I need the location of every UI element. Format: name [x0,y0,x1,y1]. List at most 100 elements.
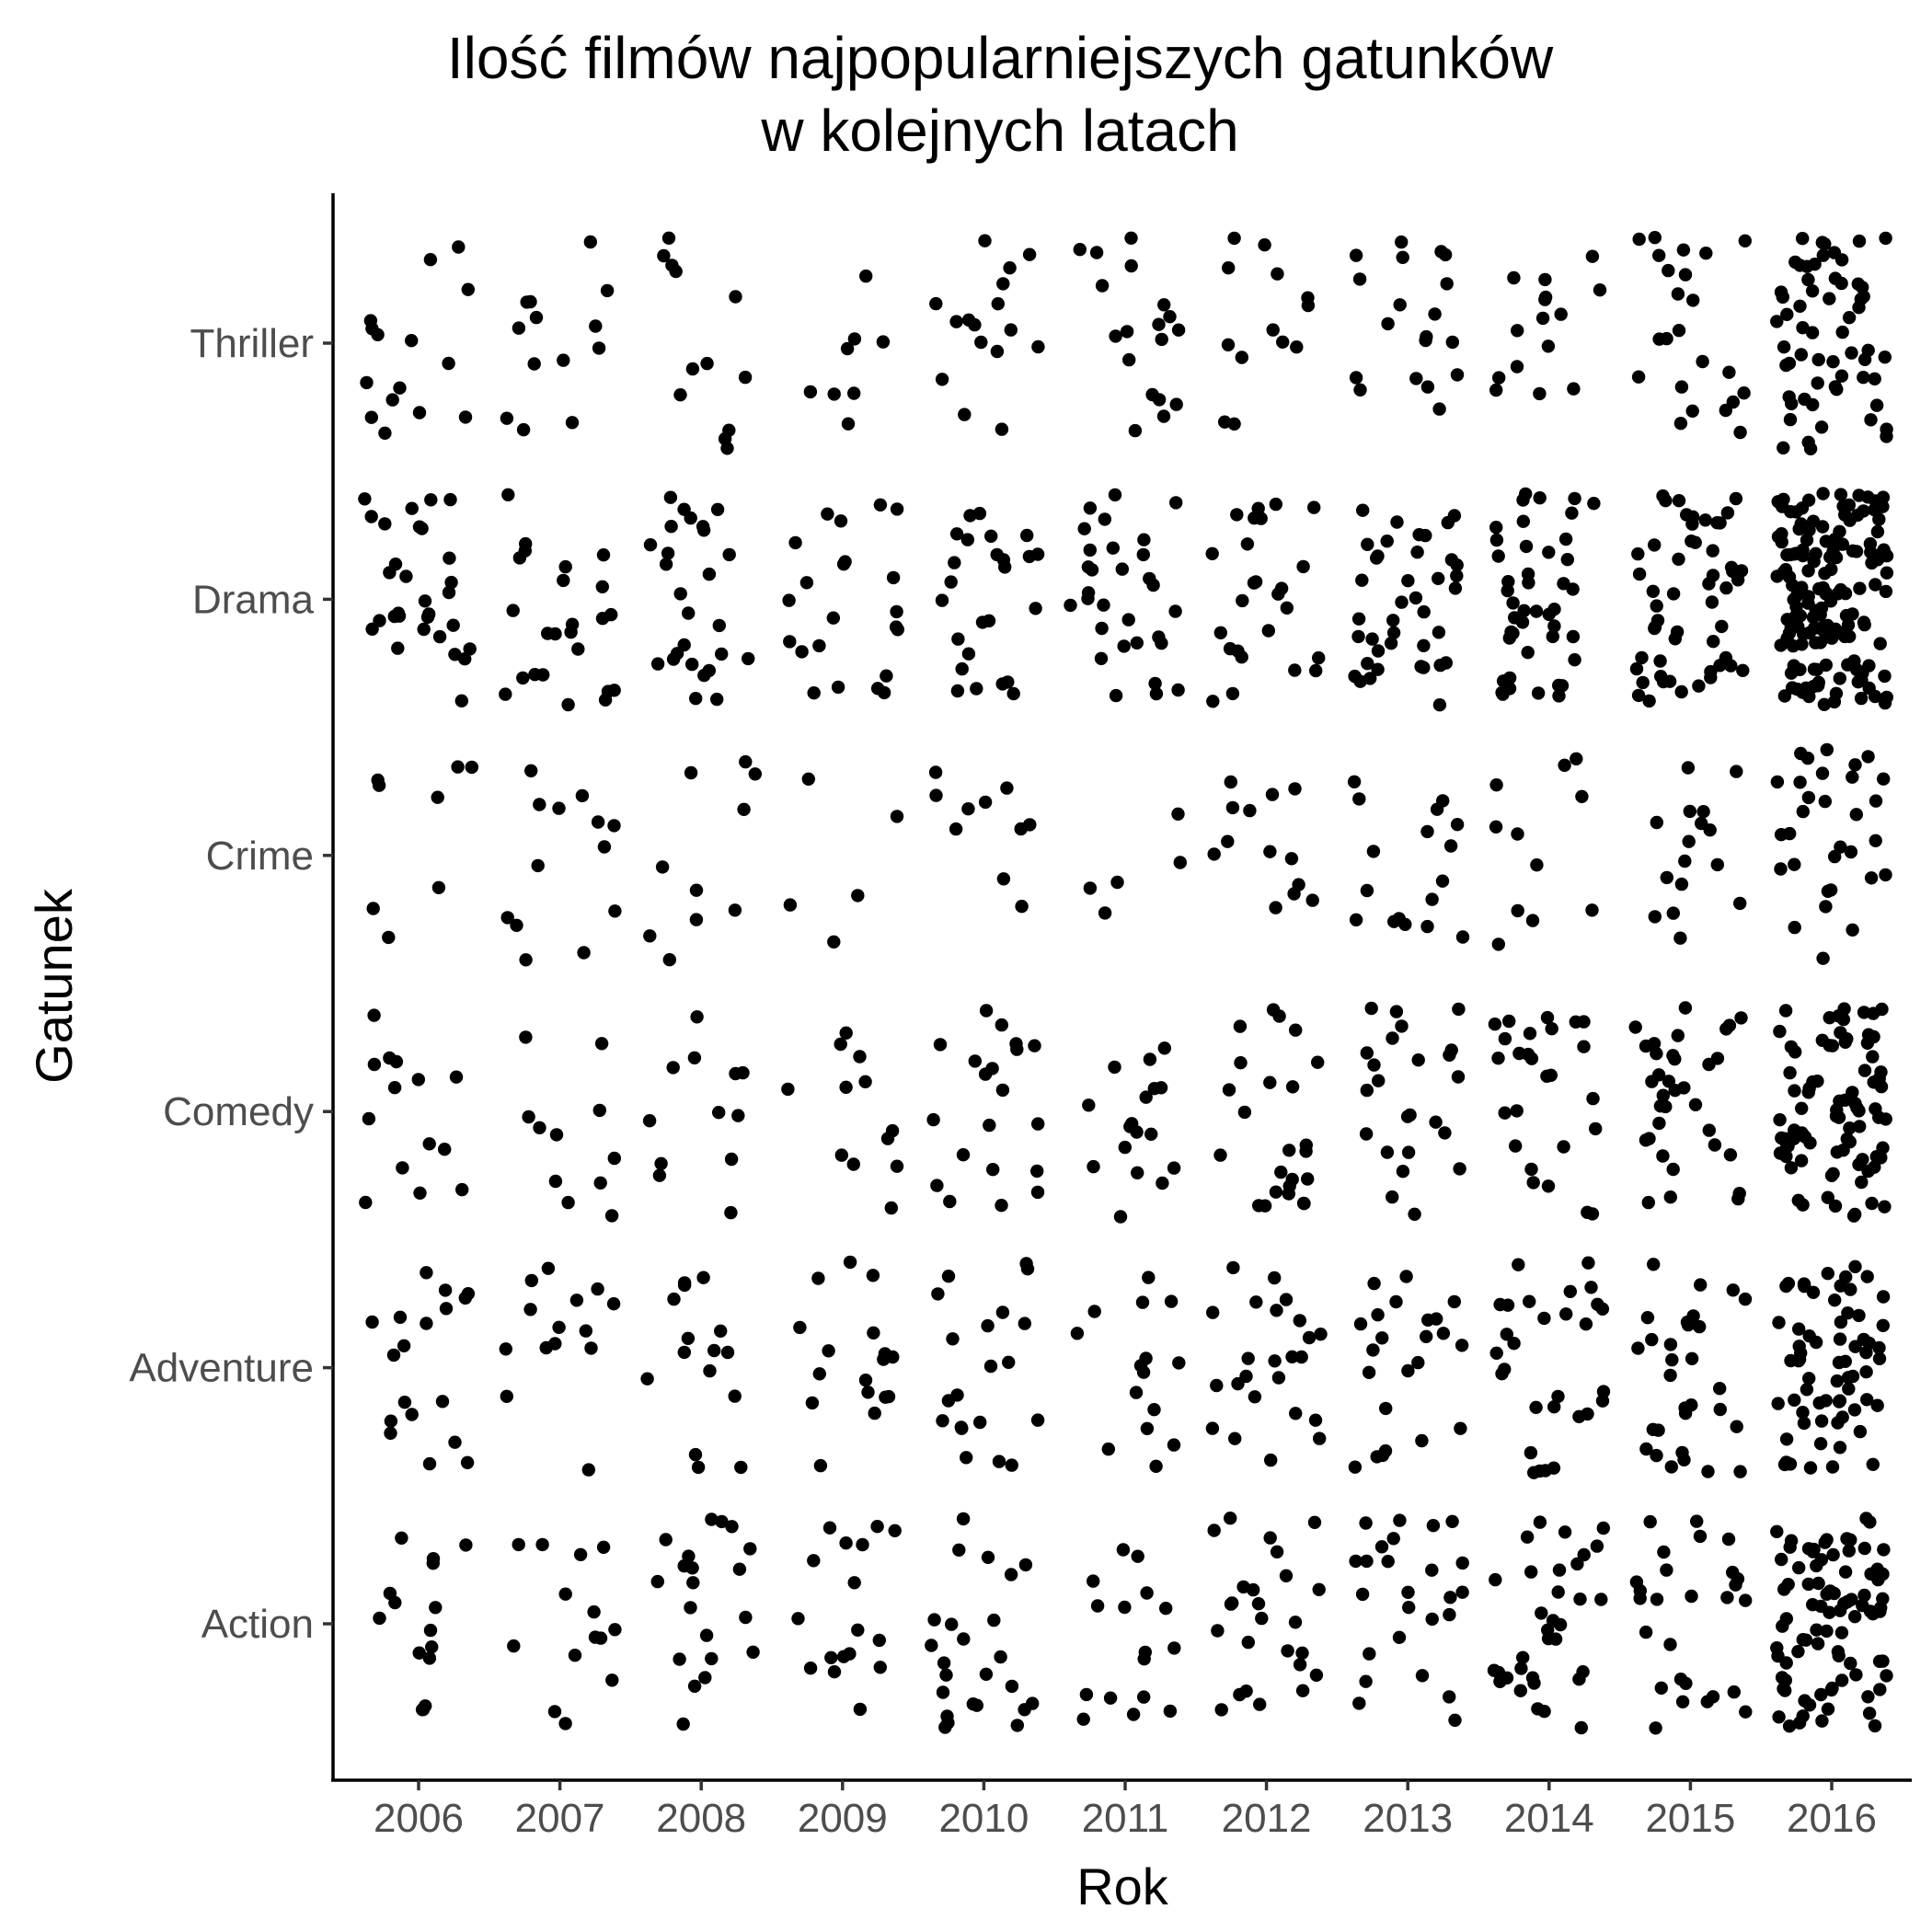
data-point [1143,571,1156,586]
data-point [565,617,580,631]
data-point [813,1458,828,1473]
data-point [1685,1398,1698,1412]
data-point [685,1561,699,1575]
data-point [1629,661,1644,676]
data-point [411,1073,425,1087]
data-point [725,1520,739,1534]
data-point [1489,521,1503,535]
data-point [1672,324,1686,338]
data-point [1587,497,1601,511]
data-point [1524,1162,1538,1177]
data-point [1380,535,1394,548]
data-point [426,1557,440,1570]
data-point [1113,1210,1128,1224]
data-point [1233,1687,1247,1702]
data-point [1869,578,1882,592]
data-point [1824,1168,1839,1183]
data-point [1834,840,1847,854]
data-point [1852,1157,1866,1172]
data-point [1155,636,1168,650]
data-point [1870,524,1885,539]
data-point [1489,778,1503,792]
data-point [1020,1262,1035,1276]
data-point [876,335,891,349]
data-point [1167,1438,1181,1452]
data-point [1811,1576,1825,1591]
data-point [575,788,590,803]
data-point [1221,834,1235,848]
data-point [1235,351,1249,364]
x-tick-label: 2006 [374,1796,464,1841]
data-point [1869,834,1882,847]
x-tick-label: 2007 [515,1796,605,1841]
data-point [1857,1588,1871,1603]
data-point [1572,1409,1586,1424]
data-point [945,1617,959,1631]
data-point [663,490,678,504]
data-point [420,1266,433,1280]
data-point [424,493,438,507]
data-point [1801,1086,1816,1099]
data-point [650,657,665,671]
data-point [661,231,676,245]
data-point [397,1339,411,1353]
data-point [1205,1421,1220,1435]
data-point [1733,425,1747,440]
data-point [1261,624,1276,638]
data-point [405,501,419,515]
data-point [667,1292,681,1306]
data-point [1347,775,1362,788]
data-point [1366,1343,1380,1357]
data-point [1169,397,1183,411]
data-point [1237,1105,1252,1120]
data-point [1668,1084,1682,1098]
data-point [1811,352,1825,367]
data-point [1631,370,1646,384]
data-point [516,671,530,685]
data-point [1663,1338,1678,1351]
x-tick-label: 2015 [1645,1796,1735,1841]
data-point [1775,535,1788,549]
data-point [1386,1031,1399,1045]
data-point [1818,1535,1832,1549]
data-point [805,1396,820,1410]
data-point [880,1132,895,1145]
data-point [1535,1606,1548,1620]
data-point [1825,1460,1840,1474]
data-point [1834,1315,1848,1329]
data-point [1097,598,1110,612]
data-point [420,610,435,624]
data-point [955,661,969,676]
data-point [1866,1050,1880,1064]
data-point [1631,546,1645,561]
data-point [878,1347,892,1361]
data-point [1701,1465,1715,1478]
data-point [1527,1466,1541,1479]
data-point [666,652,681,666]
data-point [1147,1403,1161,1417]
data-point [686,1576,700,1590]
data-point [1726,395,1741,409]
data-point [1821,884,1835,898]
data-point [1810,1623,1823,1637]
data-point [1819,586,1833,600]
data-point [1706,544,1719,558]
data-point [549,1128,564,1142]
data-point [552,1320,566,1335]
data-point [925,1639,938,1652]
data-point [858,1374,873,1387]
data-point [557,573,570,588]
data-point [712,1106,726,1120]
data-point [1501,583,1514,598]
data-point [1876,1290,1891,1304]
data-point [1710,1052,1725,1065]
data-point [500,1389,513,1404]
data-point [1552,689,1566,703]
data-point [1236,593,1249,608]
data-point [1720,506,1735,520]
data-point [455,1182,469,1197]
data-point [1546,1614,1560,1627]
data-point [1529,1400,1543,1415]
data-point [1524,1565,1538,1579]
